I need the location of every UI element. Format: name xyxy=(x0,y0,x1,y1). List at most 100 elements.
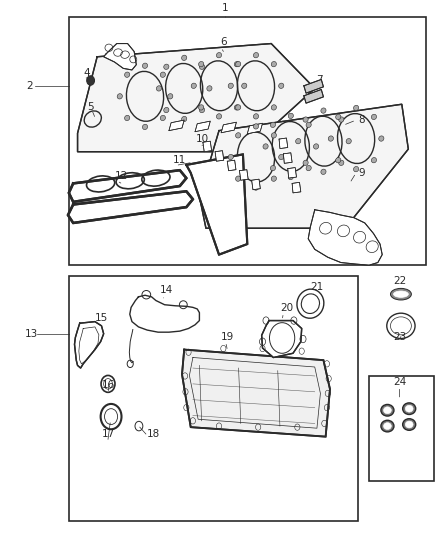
Polygon shape xyxy=(199,104,408,228)
Bar xyxy=(369,376,434,481)
Text: 7: 7 xyxy=(316,75,322,85)
Ellipse shape xyxy=(306,165,311,171)
Ellipse shape xyxy=(160,115,166,120)
Ellipse shape xyxy=(117,94,122,99)
Ellipse shape xyxy=(142,124,148,130)
Ellipse shape xyxy=(336,114,341,119)
Text: 12: 12 xyxy=(114,171,128,181)
Ellipse shape xyxy=(296,139,301,144)
Polygon shape xyxy=(215,151,224,161)
Ellipse shape xyxy=(254,53,258,58)
Polygon shape xyxy=(203,141,212,152)
Text: 1: 1 xyxy=(222,4,229,13)
Polygon shape xyxy=(195,121,210,132)
Polygon shape xyxy=(78,44,315,152)
Text: 16: 16 xyxy=(101,380,115,390)
Ellipse shape xyxy=(288,174,293,180)
Ellipse shape xyxy=(353,106,359,111)
Ellipse shape xyxy=(339,160,344,165)
Ellipse shape xyxy=(271,61,276,67)
Text: 9: 9 xyxy=(358,168,365,178)
Ellipse shape xyxy=(234,61,240,67)
Text: 19: 19 xyxy=(221,332,234,342)
Text: 6: 6 xyxy=(220,37,226,47)
Bar xyxy=(69,17,426,265)
Polygon shape xyxy=(252,179,260,190)
Text: 10: 10 xyxy=(196,134,209,144)
Ellipse shape xyxy=(160,72,166,77)
Text: 3: 3 xyxy=(122,44,129,54)
Ellipse shape xyxy=(236,133,241,138)
Ellipse shape xyxy=(403,403,416,415)
Ellipse shape xyxy=(339,117,344,122)
Ellipse shape xyxy=(384,423,391,430)
Text: 5: 5 xyxy=(87,102,94,112)
Ellipse shape xyxy=(314,144,319,149)
Text: 18: 18 xyxy=(147,429,160,439)
Ellipse shape xyxy=(87,76,95,85)
Polygon shape xyxy=(186,155,247,255)
Polygon shape xyxy=(304,79,323,93)
Ellipse shape xyxy=(164,107,169,112)
Text: 13: 13 xyxy=(25,329,38,339)
Polygon shape xyxy=(283,153,292,163)
Ellipse shape xyxy=(182,116,187,122)
Text: 4: 4 xyxy=(83,68,89,78)
Ellipse shape xyxy=(216,53,222,58)
Ellipse shape xyxy=(279,155,284,160)
Ellipse shape xyxy=(270,165,276,171)
Ellipse shape xyxy=(182,55,187,60)
Ellipse shape xyxy=(371,114,377,119)
Ellipse shape xyxy=(254,124,258,129)
Bar xyxy=(69,276,358,521)
Ellipse shape xyxy=(336,158,341,163)
Ellipse shape xyxy=(279,83,284,88)
Ellipse shape xyxy=(346,139,351,144)
Ellipse shape xyxy=(236,105,241,110)
Text: 21: 21 xyxy=(310,281,324,292)
Ellipse shape xyxy=(234,105,240,110)
Ellipse shape xyxy=(228,83,233,88)
Ellipse shape xyxy=(242,83,247,88)
Ellipse shape xyxy=(403,419,416,430)
Polygon shape xyxy=(69,170,186,202)
Text: 17: 17 xyxy=(101,429,115,439)
Ellipse shape xyxy=(254,185,258,190)
Ellipse shape xyxy=(271,176,276,181)
Text: 23: 23 xyxy=(393,332,406,342)
Ellipse shape xyxy=(263,144,268,149)
Ellipse shape xyxy=(199,107,205,112)
Polygon shape xyxy=(308,210,382,265)
Polygon shape xyxy=(227,160,236,171)
Ellipse shape xyxy=(199,64,205,69)
Polygon shape xyxy=(221,122,237,133)
Ellipse shape xyxy=(228,155,233,160)
Ellipse shape xyxy=(164,64,169,69)
Ellipse shape xyxy=(254,114,258,119)
Polygon shape xyxy=(74,321,104,368)
Polygon shape xyxy=(182,350,330,437)
Ellipse shape xyxy=(191,83,196,88)
Ellipse shape xyxy=(391,288,411,300)
Ellipse shape xyxy=(371,158,377,163)
Ellipse shape xyxy=(168,94,173,99)
Ellipse shape xyxy=(303,117,308,122)
Ellipse shape xyxy=(288,113,293,118)
Text: 15: 15 xyxy=(95,313,108,323)
Polygon shape xyxy=(169,120,184,131)
Ellipse shape xyxy=(381,421,394,432)
Text: 14: 14 xyxy=(160,285,173,295)
Ellipse shape xyxy=(306,122,311,127)
Ellipse shape xyxy=(303,160,308,165)
Polygon shape xyxy=(304,90,323,103)
Polygon shape xyxy=(68,191,193,223)
Ellipse shape xyxy=(124,115,130,120)
Ellipse shape xyxy=(124,72,130,77)
Ellipse shape xyxy=(328,136,333,141)
Polygon shape xyxy=(247,123,262,134)
Ellipse shape xyxy=(142,63,148,68)
Ellipse shape xyxy=(379,136,384,141)
Ellipse shape xyxy=(271,105,276,110)
Polygon shape xyxy=(288,167,297,178)
Ellipse shape xyxy=(405,421,413,428)
